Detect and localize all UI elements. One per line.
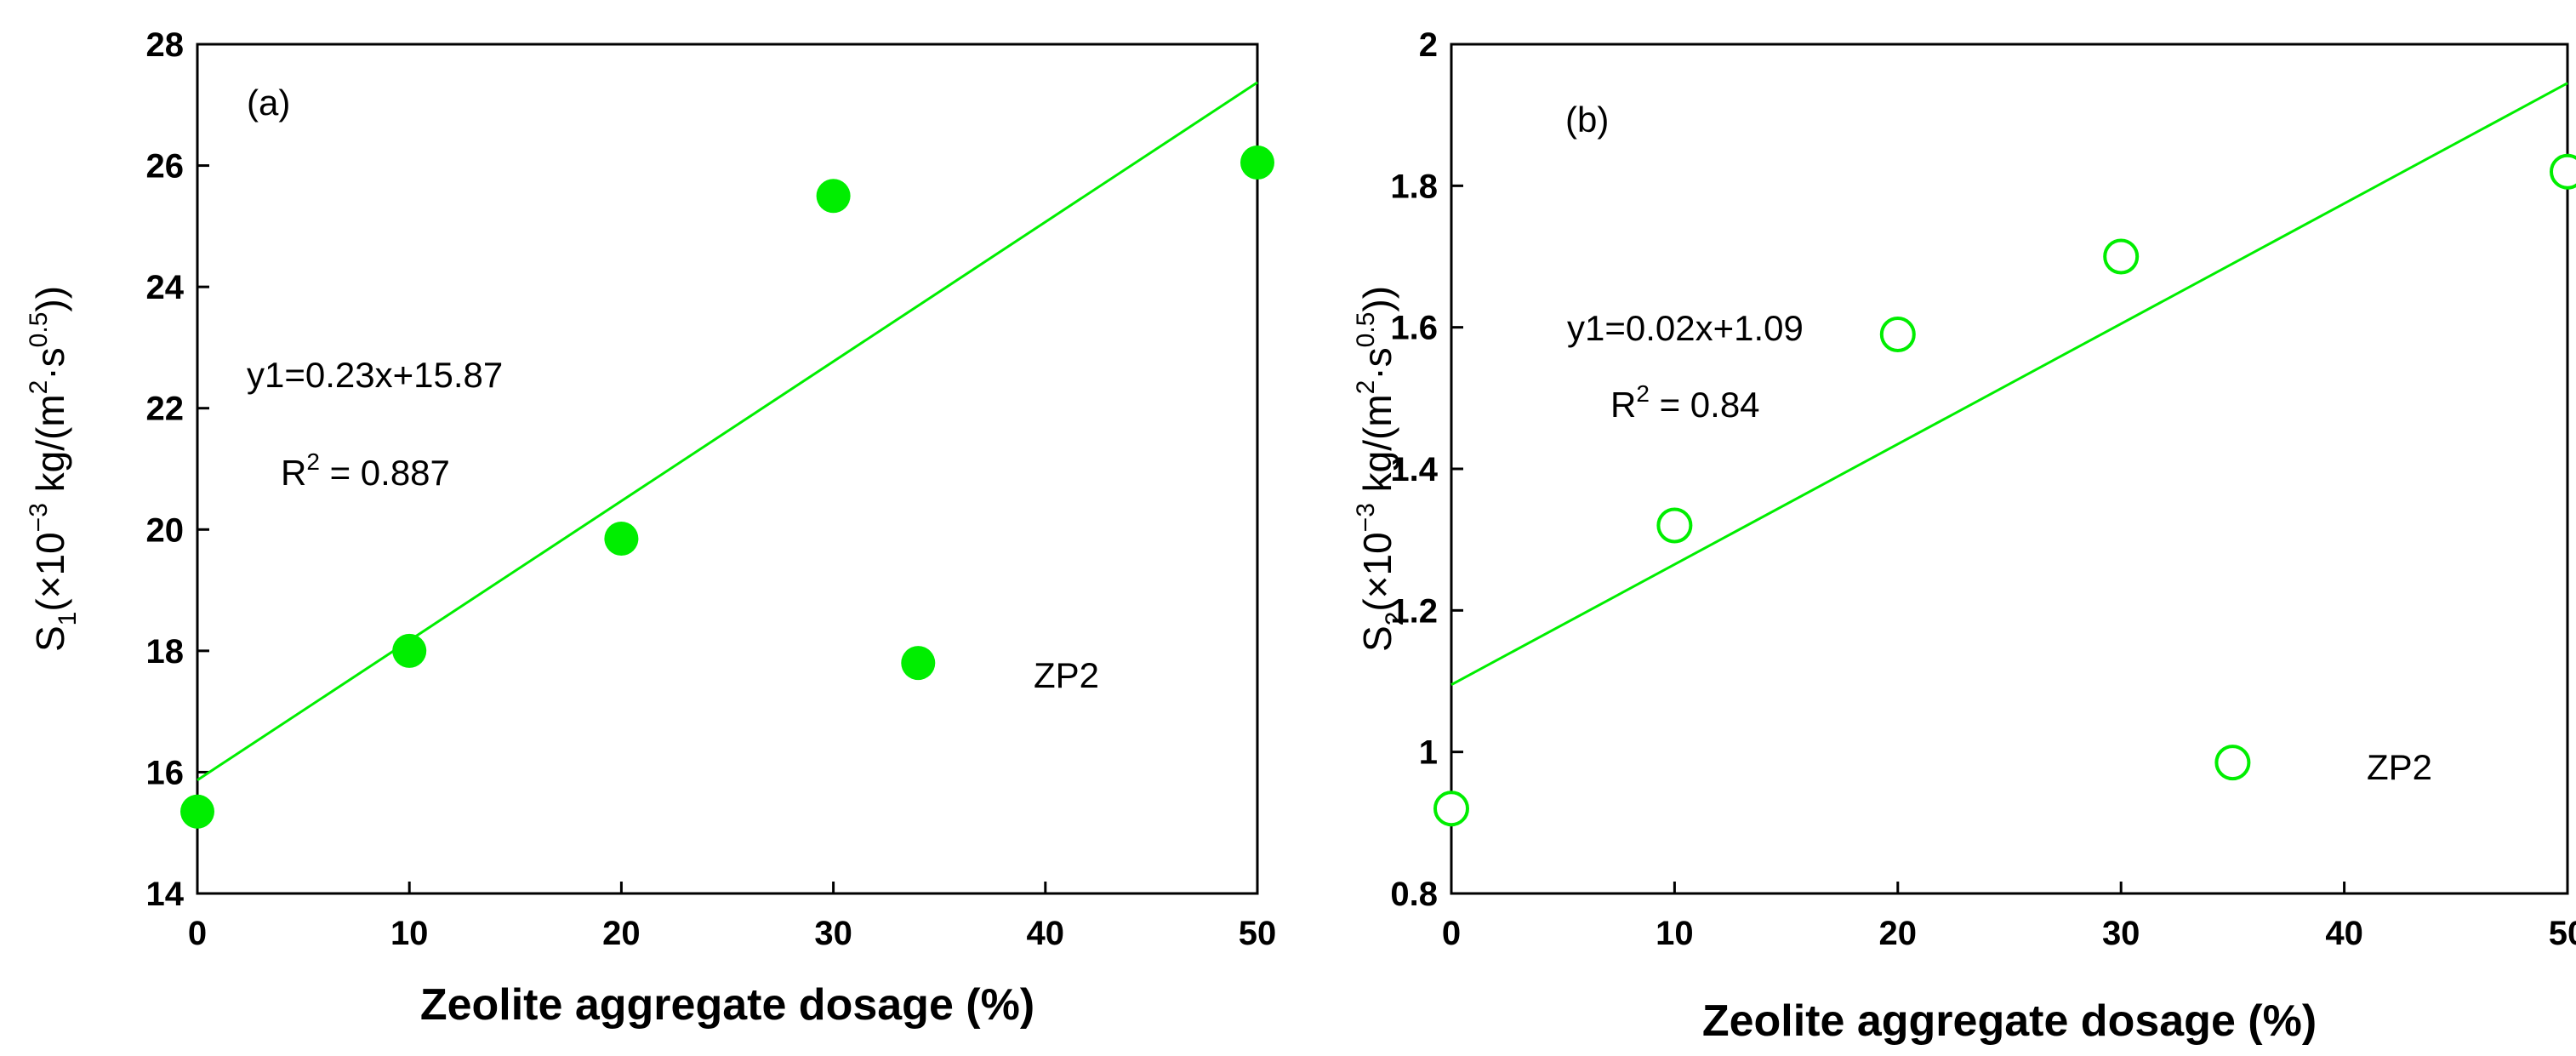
y-axis-label-a: S1(×10−3 kg/(m2·s0.5))	[25, 286, 82, 652]
x-axis-label-a: Zeolite aggregate dosage (%)	[420, 980, 1034, 1030]
y-tick-label: 0.8	[1390, 876, 1438, 913]
y-tick-label: 24	[146, 269, 185, 306]
x-tick-label: 20	[602, 915, 641, 952]
r-squared-a: R2 = 0.887	[281, 448, 450, 493]
y-tick-label: 16	[146, 754, 185, 791]
data-point-a	[604, 521, 639, 556]
chart-panel-b: 0 10 20 30 40 50 0.8 1 1.2 1.4 1.6 1.8 2 ZP2 (b) y1=0.0…	[1352, 26, 2576, 1046]
fit-equation-b: y1=0.02x+1.09	[1567, 308, 1804, 348]
y-tick-label: 1	[1419, 734, 1438, 772]
y-tick-label: 28	[146, 26, 185, 64]
x-tick-label: 40	[1027, 915, 1065, 952]
y-tick-label: 22	[146, 391, 185, 428]
r-squared-b: R2 = 0.84	[1610, 380, 1760, 425]
x-tick-label: 10	[1656, 915, 1694, 952]
data-point-a	[816, 179, 851, 214]
data-point-b	[1656, 507, 1693, 544]
data-point-a	[180, 794, 214, 829]
x-tick-label: 0	[1442, 915, 1461, 952]
y-tick-label: 1.4	[1390, 451, 1438, 488]
x-tick-label: 50	[1239, 915, 1277, 952]
y-tick-label: 26	[146, 148, 185, 186]
x-tick-label: 0	[188, 915, 207, 952]
y-tick-label: 1.6	[1390, 310, 1438, 347]
fit-equation-a: y1=0.23x+15.87	[247, 355, 503, 395]
plot-frame-a	[196, 43, 1259, 895]
data-point-b	[2103, 238, 2140, 275]
y-axis-label-text: S1(×10−3 kg/(m2·s0.5))	[25, 286, 82, 652]
outlier-label-b: ZP2	[2367, 747, 2432, 787]
y-axis-label-text: S2(×10−3 kg/(m2·s0.5))	[1352, 286, 1409, 652]
panel-label-a: (a)	[247, 83, 290, 123]
x-tick-label: 10	[390, 915, 429, 952]
x-tick-label: 50	[2549, 915, 2576, 952]
data-point-a	[392, 633, 427, 668]
y-tick-label: 14	[146, 876, 185, 913]
outlier-point-b	[2214, 745, 2251, 781]
outlier-label-a: ZP2	[1034, 655, 1099, 695]
fit-line-b	[1450, 82, 2568, 686]
data-point-b	[1879, 316, 1916, 352]
data-point-b	[1433, 791, 1469, 827]
x-tick-label: 20	[1879, 915, 1918, 952]
y-tick-label: 20	[146, 511, 185, 549]
data-point-b	[2550, 153, 2576, 190]
panel-label-b: (b)	[1565, 100, 1609, 140]
y-tick-label: 18	[146, 633, 185, 671]
fit-line-a	[197, 81, 1258, 781]
y-tick-label: 1.8	[1390, 168, 1438, 205]
x-axis-label-b: Zeolite aggregate dosage (%)	[1702, 996, 2317, 1046]
y-tick-label: 1.2	[1390, 592, 1438, 630]
y-axis-label-b: S2(×10−3 kg/(m2·s0.5))	[1352, 286, 1409, 652]
x-tick-label: 30	[814, 915, 852, 952]
outlier-point-a	[901, 646, 936, 681]
chart-panel-a: 0 10 20 30 40 50 14 16 18 20 22 24 26 28 ZP2 (a) y1=0.23…	[25, 26, 1276, 1030]
x-tick-label: 40	[2325, 915, 2363, 952]
data-point-a	[1240, 146, 1274, 180]
x-tick-label: 30	[2102, 915, 2140, 952]
y-tick-label: 2	[1419, 26, 1438, 64]
